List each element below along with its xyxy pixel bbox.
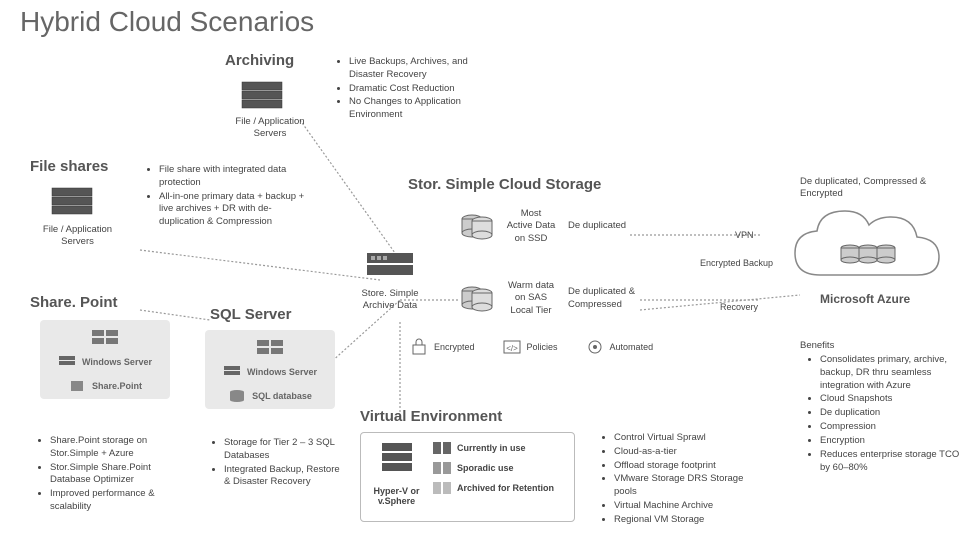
azure-heading: Microsoft Azure <box>820 292 910 306</box>
vpn-label: VPN <box>735 230 754 240</box>
virtual-heading: Virtual Environment <box>360 408 502 425</box>
vm-icon <box>432 461 452 475</box>
sas-line2: on SAS <box>502 292 560 304</box>
archiving-servers-label: File / Application Servers <box>225 116 315 141</box>
virtual-bullet: Regional VM Storage <box>614 514 765 527</box>
page-title: Hybrid Cloud Scenarios <box>20 6 314 38</box>
sharepoint-bullets: Share.Point storage on Stor.Simple + Azu… <box>36 435 181 515</box>
sharepoint-chip: Windows Server Share.Point <box>40 320 170 399</box>
ssd-row: Most Active Data on SSD De duplicated <box>460 208 638 245</box>
policies-icon: </> <box>501 338 523 356</box>
virtual-bullet: Control Virtual Sprawl <box>614 432 765 445</box>
benefit-item: Compression <box>820 421 966 434</box>
encrypted-label: Encrypted <box>434 342 475 352</box>
policies-label: Policies <box>527 342 558 352</box>
server-mini-icon <box>223 365 241 379</box>
sharepoint-app-label: Share.Point <box>92 381 142 391</box>
ssd-line1: Most <box>502 208 560 220</box>
disks-icon <box>460 284 494 314</box>
fileshares-heading: File shares <box>30 158 108 175</box>
benefit-item: De duplication <box>820 407 966 420</box>
archiving-heading: Archiving <box>225 52 294 70</box>
ssd-line2: Active Data <box>502 220 560 232</box>
windows-logo-icon <box>251 336 289 358</box>
lock-icon <box>408 338 430 356</box>
virtual-bullet: VMware Storage DRS Storage pools <box>614 473 765 499</box>
sas-line3: Local Tier <box>502 305 560 317</box>
sql-heading: SQL Server <box>210 306 291 323</box>
host-label: Hyper-V or v.Sphere <box>369 486 424 506</box>
recovery-label: Recovery <box>720 302 758 312</box>
ssd-right: De duplicated <box>568 220 638 232</box>
sql-ws-label: Windows Server <box>247 367 317 377</box>
sas-line1: Warm data <box>502 280 560 292</box>
virtual-box: Hyper-V or v.Sphere Currently in use Spo… <box>360 432 575 522</box>
sql-db-label: SQL database <box>252 391 312 401</box>
database-mini-icon <box>228 389 246 403</box>
sas-row: Warm data on SAS Local Tier De duplicate… <box>460 280 648 317</box>
benefit-item: Reduces enterprise storage TCO by 60–80% <box>820 449 966 475</box>
sql-chip: Windows Server SQL database <box>205 330 335 409</box>
sharepoint-mini-icon <box>68 379 86 393</box>
sql-bullet: Integrated Backup, Restore & Disaster Re… <box>224 464 340 490</box>
virtual-bullet: Offload storage footprint <box>614 460 765 473</box>
benefits-list: Consolidates primary, archive, backup, D… <box>806 354 966 475</box>
benefit-item: Encryption <box>820 435 966 448</box>
archive-data-label: Store. Simple Archive Data <box>355 288 425 313</box>
fileshares-bullet: All-in-one primary data + backup + live … <box>159 191 310 229</box>
appliance-icon <box>365 245 415 290</box>
fileshares-servers-label: File / Application Servers <box>30 224 125 249</box>
archiving-bullet: Dramatic Cost Reduction <box>349 83 490 96</box>
archiving-server-icon <box>240 80 284 115</box>
sharepoint-bullet: Share.Point storage on Stor.Simple + Azu… <box>50 435 181 461</box>
fileshares-bullets: File share with integrated data protecti… <box>145 164 310 230</box>
virtual-bullet: Virtual Machine Archive <box>614 500 765 513</box>
benefits-title: Benefits <box>800 340 834 352</box>
ssd-line3: on SSD <box>502 233 560 245</box>
benefit-item: Cloud Snapshots <box>820 393 966 406</box>
sql-bullets: Storage for Tier 2 – 3 SQL Databases Int… <box>210 437 340 490</box>
host-server-icon <box>376 439 418 481</box>
vm-icon <box>432 441 452 455</box>
fileshares-bullet: File share with integrated data protecti… <box>159 164 310 190</box>
benefit-item: Consolidates primary, archive, backup, D… <box>820 354 966 392</box>
svg-text:</>: </> <box>506 344 518 353</box>
sql-bullet: Storage for Tier 2 – 3 SQL Databases <box>224 437 340 463</box>
cloudstorage-heading: Stor. Simple Cloud Storage <box>408 176 601 193</box>
sharepoint-heading: Share. Point <box>30 294 118 311</box>
vm-icon <box>432 481 452 495</box>
sharepoint-bullet: Stor.Simple Share.Point Database Optimiz… <box>50 462 181 488</box>
icon-row: Encrypted </> Policies Automated <box>408 338 653 356</box>
sharepoint-bullet: Improved performance & scalability <box>50 488 181 514</box>
fileshares-server-icon <box>50 186 94 221</box>
disks-icon <box>460 212 494 242</box>
virtual-bullets: Control Virtual Sprawl Cloud-as-a-tier O… <box>600 432 765 528</box>
azure-top-label: De duplicated, Compressed & Encrypted <box>800 176 950 201</box>
archiving-bullet: No Changes to Application Environment <box>349 96 490 122</box>
archiving-bullets: Live Backups, Archives, and Disaster Rec… <box>335 56 490 123</box>
automated-icon <box>584 338 606 356</box>
server-mini-icon <box>58 355 76 369</box>
vm-state: Currently in use <box>457 443 526 453</box>
archiving-bullet: Live Backups, Archives, and Disaster Rec… <box>349 56 490 82</box>
virtual-bullet: Cloud-as-a-tier <box>614 446 765 459</box>
vm-state: Archived for Retention <box>457 483 554 493</box>
sharepoint-ws-label: Windows Server <box>82 357 152 367</box>
enc-backup-label: Encrypted Backup <box>700 258 773 268</box>
sas-right: De duplicated & Compressed <box>568 286 648 311</box>
automated-label: Automated <box>610 342 654 352</box>
vm-state: Sporadic use <box>457 463 514 473</box>
windows-logo-icon <box>86 326 124 348</box>
